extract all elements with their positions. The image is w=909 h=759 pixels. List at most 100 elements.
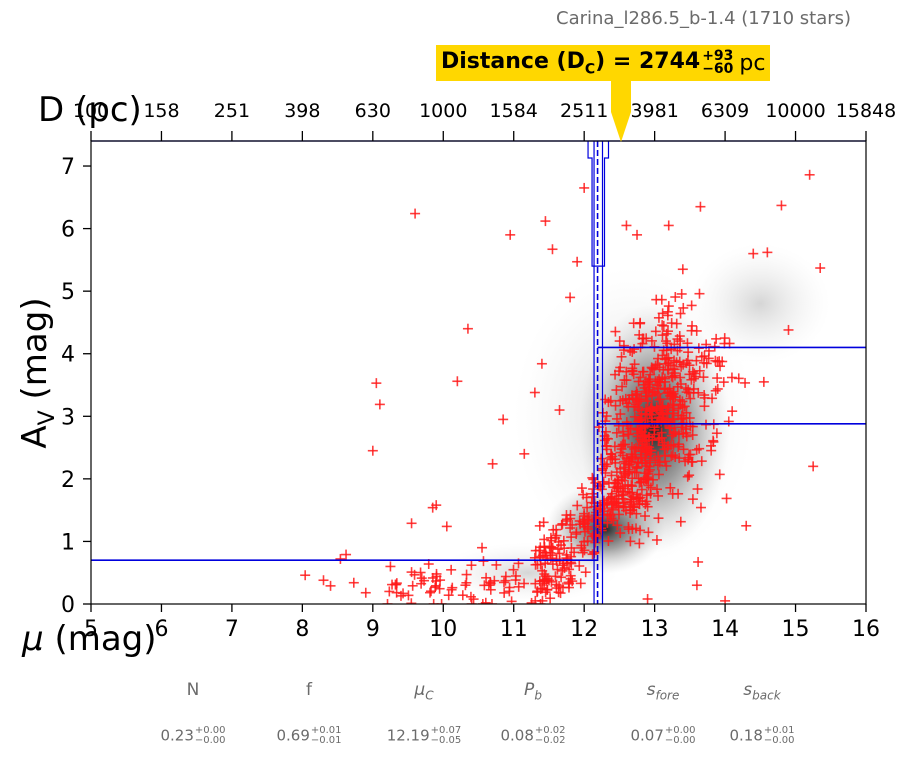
star-marker: [693, 387, 704, 398]
star-marker: [558, 535, 569, 546]
x-tick-label: 8: [295, 617, 309, 642]
star-marker: [657, 440, 668, 451]
star-marker: [587, 472, 598, 483]
star-marker: [367, 445, 378, 456]
star-marker: [565, 292, 576, 303]
star-marker: [571, 527, 582, 538]
star-marker: [557, 565, 568, 576]
star-marker: [656, 409, 667, 420]
callout-err-down: −60: [702, 61, 734, 77]
star-marker: [603, 478, 614, 489]
star-marker: [529, 387, 540, 398]
star-marker: [715, 361, 726, 372]
star-marker: [348, 577, 359, 588]
star-marker: [652, 416, 663, 427]
y-label-sub: V: [35, 410, 60, 425]
star-marker: [539, 534, 550, 545]
star-marker: [651, 534, 662, 545]
star-marker: [617, 439, 628, 450]
star-marker: [669, 355, 680, 366]
distance-callout: Distance (DC) = 2744 +93 −60 pc: [436, 45, 771, 81]
y-label-unit: (mag): [15, 297, 55, 410]
star-marker: [641, 403, 652, 414]
star-marker: [696, 456, 707, 467]
param-value: 12.19 +0.07 −0.05: [386, 725, 462, 746]
star-marker: [646, 335, 657, 346]
star-marker: [682, 338, 693, 349]
star-marker: [572, 500, 583, 511]
star-marker: [534, 576, 545, 587]
top-tick-label: 251: [214, 100, 250, 122]
star-marker: [615, 463, 626, 474]
star-marker: [638, 366, 649, 377]
star-marker: [617, 381, 628, 392]
star-marker: [544, 575, 555, 586]
star-marker: [643, 384, 654, 395]
star-marker: [652, 388, 663, 399]
star-marker: [683, 347, 694, 358]
star-marker: [545, 532, 556, 543]
star-marker: [499, 587, 510, 598]
star-marker: [721, 493, 732, 504]
star-marker: [384, 586, 395, 597]
x-tick-label: 12: [570, 617, 598, 642]
star-marker: [318, 575, 329, 586]
x-tick-label: 16: [852, 617, 880, 642]
star-marker: [640, 419, 651, 430]
star-marker: [631, 395, 642, 406]
star-marker: [815, 263, 826, 274]
star-marker: [693, 556, 704, 567]
y-tick-label: 2: [61, 468, 75, 493]
star-marker: [575, 578, 586, 589]
star-marker: [519, 448, 530, 459]
star-marker: [428, 599, 439, 604]
star-marker: [466, 560, 477, 571]
star-marker: [627, 363, 638, 374]
star-marker: [694, 443, 705, 454]
star-marker: [677, 264, 688, 275]
star-marker: [694, 288, 705, 299]
star-marker: [654, 457, 665, 468]
star-marker: [462, 323, 473, 334]
star-marker: [406, 518, 417, 529]
star-marker: [718, 377, 729, 388]
star-marker: [691, 580, 702, 591]
star-marker: [555, 588, 566, 599]
star-marker: [603, 536, 614, 547]
star-marker: [695, 502, 706, 513]
star-marker: [483, 580, 494, 591]
x-label-symbol: μ: [21, 619, 44, 659]
star-marker: [446, 564, 457, 575]
star-marker: [654, 362, 665, 373]
star-marker: [623, 479, 634, 490]
star-marker: [325, 580, 336, 591]
top-axis-label: D (pc): [38, 90, 142, 130]
star-marker: [477, 599, 488, 604]
star-marker: [660, 358, 671, 369]
star-marker: [680, 424, 691, 435]
star-marker: [435, 575, 446, 586]
star-marker: [634, 538, 645, 549]
x-label-unit: (mag): [44, 619, 157, 659]
star-marker: [687, 494, 698, 505]
star-marker: [391, 587, 402, 598]
star-marker: [691, 444, 702, 455]
x-axis: 5 6 7 8 9 10 11 12 13 14 15 16: [84, 604, 880, 642]
param-name: sfore: [646, 680, 680, 703]
star-marker: [640, 376, 651, 387]
top-tick-label: 398: [284, 100, 320, 122]
star-marker: [711, 428, 722, 439]
star-marker: [486, 599, 497, 604]
y-tick-label: 4: [61, 343, 75, 368]
star-marker: [530, 559, 541, 570]
star-marker: [409, 569, 420, 580]
star-marker: [708, 436, 719, 447]
star-marker: [610, 400, 621, 411]
star-marker: [478, 556, 489, 567]
star-marker: [627, 487, 638, 498]
star-marker: [382, 599, 393, 604]
star-marker: [586, 497, 597, 508]
star-marker: [587, 491, 598, 502]
star-marker: [653, 513, 664, 524]
plot-frame: [90, 140, 867, 605]
